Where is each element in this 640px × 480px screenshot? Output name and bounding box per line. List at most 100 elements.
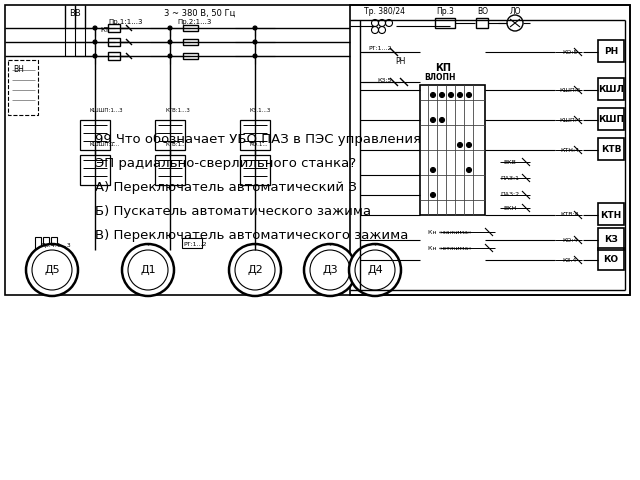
Text: 3 ~ 380 В, 50 Гц: 3 ~ 380 В, 50 Гц <box>164 9 236 17</box>
Text: КО:5: КО:5 <box>563 49 578 55</box>
Text: Пр.2:1...3: Пр.2:1...3 <box>178 19 212 25</box>
Bar <box>108 38 120 46</box>
Text: ПАЗ:1: ПАЗ:1 <box>500 176 520 180</box>
Text: РН: РН <box>604 48 618 57</box>
Text: Д3: Д3 <box>322 265 338 275</box>
Text: КТ: КТ <box>100 27 109 33</box>
Text: КЗ.4: КЗ.4 <box>563 257 577 263</box>
Text: В) Переключатель автоматического зажима: В) Переключатель автоматического зажима <box>95 229 408 242</box>
Bar <box>155 120 185 150</box>
Text: Пр.4:1...3: Пр.4:1...3 <box>40 242 71 248</box>
Bar <box>43 237 49 249</box>
Bar <box>155 155 185 185</box>
Bar <box>350 5 630 295</box>
Text: ВВ: ВВ <box>69 9 81 17</box>
Text: Д5: Д5 <box>44 265 60 275</box>
Text: КП: КП <box>435 63 451 73</box>
Bar <box>598 203 624 225</box>
Circle shape <box>310 250 350 290</box>
Circle shape <box>431 93 435 97</box>
Text: КЗ.1...3: КЗ.1...3 <box>250 108 271 112</box>
Text: КЗ:5: КЗ:5 <box>378 77 392 83</box>
Bar <box>183 39 198 45</box>
Text: РТ:1...2: РТ:1...2 <box>183 242 207 248</box>
Text: Пр.1:1...3: Пр.1:1...3 <box>108 19 143 25</box>
Text: КШП:5: КШП:5 <box>559 87 581 93</box>
Text: КТВ: КТВ <box>601 145 621 155</box>
Text: 99.Что обозначает УБО ПАЗ в ПЭС управления: 99.Что обозначает УБО ПАЗ в ПЭС управлен… <box>95 133 421 146</box>
Circle shape <box>458 93 463 97</box>
Text: КШШП:1...: КШШП:1... <box>90 143 120 147</box>
Text: ЭП радиально-сверлильного станка?: ЭП радиально-сверлильного станка? <box>95 157 356 170</box>
Circle shape <box>93 54 97 58</box>
Circle shape <box>507 15 523 31</box>
Circle shape <box>168 26 172 30</box>
Text: КШП: КШП <box>598 116 624 124</box>
Bar <box>51 237 57 249</box>
Text: ВЛОПН: ВЛОПН <box>424 73 456 83</box>
Bar <box>476 18 488 28</box>
Circle shape <box>440 93 445 97</box>
Text: ВКВ: ВКВ <box>504 159 516 165</box>
Bar <box>240 120 270 150</box>
Text: КШШП:1...3: КШШП:1...3 <box>90 108 124 112</box>
Text: КЗ: КЗ <box>604 236 618 244</box>
Text: КШЛ: КШЛ <box>598 85 624 95</box>
Circle shape <box>355 250 395 290</box>
Text: Пр.3: Пр.3 <box>436 8 454 16</box>
Bar <box>598 248 624 270</box>
Text: РН: РН <box>395 58 405 67</box>
Bar <box>598 78 624 100</box>
Circle shape <box>449 93 454 97</box>
Bar <box>80 155 110 185</box>
Circle shape <box>253 54 257 58</box>
Circle shape <box>467 143 472 147</box>
Text: РТ:1...2: РТ:1...2 <box>368 46 392 50</box>
Text: ЛО: ЛО <box>509 8 521 16</box>
Circle shape <box>458 143 463 147</box>
Bar <box>35 237 41 249</box>
Circle shape <box>253 26 257 30</box>
Bar <box>183 53 198 59</box>
Text: КТН:4: КТН:4 <box>561 147 580 153</box>
Circle shape <box>349 244 401 296</box>
Circle shape <box>32 250 72 290</box>
Text: ВН: ВН <box>13 65 24 74</box>
Text: Тр. 380/24: Тр. 380/24 <box>365 8 406 16</box>
Text: Б) Пускатель автоматического зажима: Б) Пускатель автоматического зажима <box>95 205 371 218</box>
Bar <box>598 228 624 250</box>
Bar <box>598 108 624 130</box>
Text: КТН: КТН <box>600 211 621 219</box>
Circle shape <box>304 244 356 296</box>
Bar <box>183 25 198 31</box>
Circle shape <box>431 192 435 197</box>
Bar <box>5 5 630 295</box>
Text: ВО: ВО <box>477 8 488 16</box>
Text: ПАЗ:2: ПАЗ:2 <box>500 192 520 197</box>
Bar <box>420 85 485 215</box>
Circle shape <box>431 118 435 122</box>
Circle shape <box>235 250 275 290</box>
Text: КТВ:1...: КТВ:1... <box>165 143 186 147</box>
Bar <box>598 40 624 62</box>
Text: ВКН: ВКН <box>503 205 516 211</box>
Text: КТВ:4: КТВ:4 <box>561 213 579 217</box>
Circle shape <box>93 26 97 30</box>
Circle shape <box>93 40 97 44</box>
Text: Д1: Д1 <box>140 265 156 275</box>
Text: А) Переключатель автоматический З: А) Переключатель автоматический З <box>95 181 357 194</box>
Text: КО.1...: КО.1... <box>250 143 269 147</box>
Text: КО: КО <box>604 255 619 264</box>
Circle shape <box>168 54 172 58</box>
Bar <box>108 24 120 32</box>
Text: Д2: Д2 <box>247 265 263 275</box>
Bar <box>80 120 110 150</box>
Circle shape <box>26 244 78 296</box>
Circle shape <box>122 244 174 296</box>
Circle shape <box>128 250 168 290</box>
Text: КТВ:1...3: КТВ:1...3 <box>165 108 190 112</box>
Text: КШП:4: КШП:4 <box>559 118 581 122</box>
Bar <box>598 138 624 160</box>
Text: КО:4: КО:4 <box>563 238 578 242</box>
Bar <box>108 52 120 60</box>
